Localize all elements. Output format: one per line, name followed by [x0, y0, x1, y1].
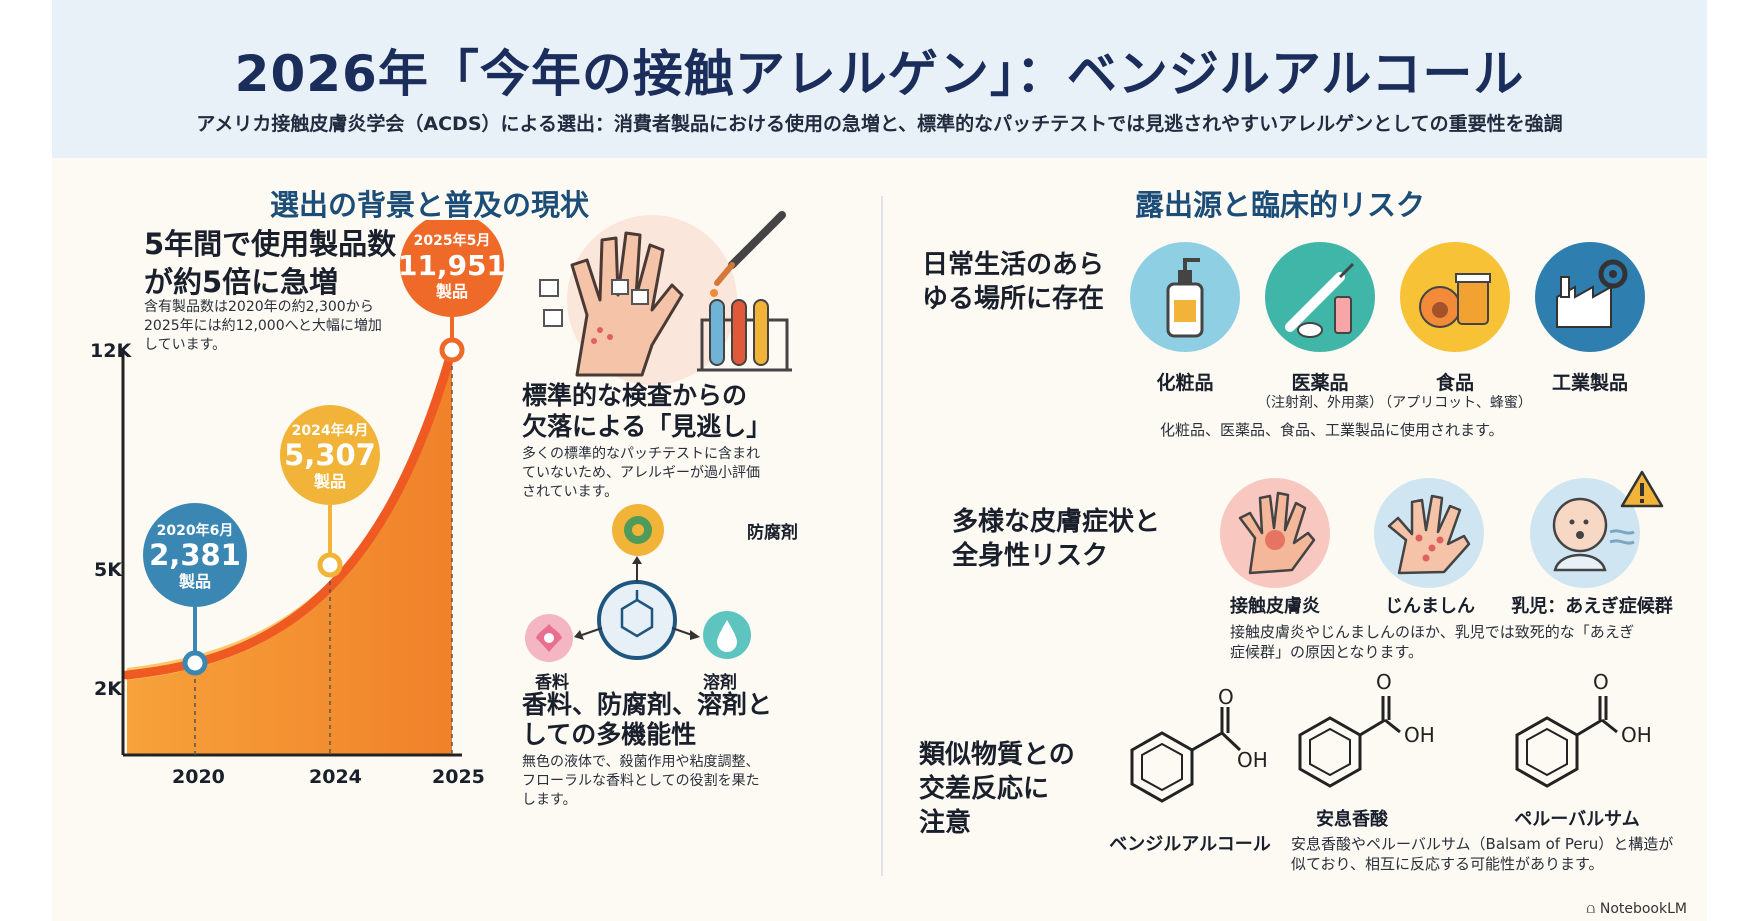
source-sub-medicine: （注射剤、外用薬） [1257, 395, 1383, 411]
substance-label-benzoic: 安息香酸 [1316, 809, 1388, 830]
peru-balsam-structure [1515, 696, 1618, 788]
cross-description: 安息香酸やペルーバルサム（Balsam of Peru）と構造が 似ており、相互… [1291, 835, 1674, 873]
chart-bubble-value: 5,307 [284, 438, 376, 472]
symptoms-description: 接触皮膚炎やじんましんのほか、乳児では致死的な「あえぎ 症候群」の原因となります… [1230, 623, 1635, 661]
benzyl-o-label: O [1218, 685, 1234, 709]
industrial-icon [1535, 242, 1645, 352]
right-section-title: 露出源と臨床的リスク [1135, 188, 1426, 222]
y-tick-5k: 5K [94, 559, 122, 581]
symptom-label-hives: じんましん [1385, 596, 1475, 617]
chart-value-bubble [280, 405, 380, 505]
chart-point-marker [317, 552, 343, 578]
chart-bubble-date: 2020年6月 [157, 522, 234, 539]
substance-label-peru: ペルーバルサム [1514, 809, 1640, 830]
infographic-canvas: 2026年「今年の接触アレルゲン」：ベンジルアルコール アメリカ接触皮膚炎学会（… [52, 0, 1707, 921]
logo-text: NotebookLM [1599, 901, 1687, 917]
chart-bubble-unit: 製品 [435, 282, 468, 301]
source-label-food: 食品 [1435, 372, 1474, 394]
growth-heading: 5年間で使用製品数 が約5倍に急増 [144, 227, 397, 299]
benzoic-acid-structure [1298, 696, 1401, 788]
source-label-medicine: 医薬品 [1291, 372, 1349, 394]
logo-icon: ⩍ [1586, 901, 1600, 917]
missed-description: 多くの標準的なパッチテストに含まれ ていないため、アレルギーが過小評価 されてい… [522, 446, 760, 500]
chart-value-bubble [143, 503, 247, 607]
peru-oh-label: OH [1621, 723, 1652, 747]
page-subtitle: アメリカ接触皮膚炎学会（ACDS）による選出：消費者製品における使用の急増と、標… [196, 113, 1563, 135]
hives-icon [1374, 478, 1484, 588]
chart-bubble-unit: 製品 [178, 572, 211, 591]
x-tick-2025: 2025 [432, 766, 485, 788]
growth-chart: 2020年6月2,381製品2024年4月5,307製品2025年5月11,95… [121, 220, 506, 757]
patch-test-illustration [539, 211, 792, 385]
missed-heading: 標準的な検査からの 欠落による「見逃し」 [522, 381, 772, 441]
chart-bubble-value: 11,951 [398, 249, 506, 282]
page-title: 2026年「今年の接触アレルゲン」：ベンジルアルコール [234, 45, 1525, 103]
benzyl-oh-label: OH [1237, 748, 1268, 772]
cosmetics-icon [1130, 242, 1240, 352]
growth-area [127, 360, 452, 755]
chart-bubble-date: 2025年5月 [414, 232, 491, 249]
header-banner: 2026年「今年の接触アレルゲン」：ベンジルアルコール アメリカ接触皮膚炎学会（… [52, 0, 1707, 158]
food-icon [1400, 242, 1510, 352]
contact-dermatitis-icon [1220, 478, 1330, 588]
function-fragrance-label: 香料 [535, 673, 569, 693]
source-sub-food: （アプリコット、蜂蜜） [1378, 395, 1532, 411]
function-description: 無色の液体で、殺菌作用や粘度調整、 フローラルな香料としての役割を果た します。 [522, 754, 760, 808]
chart-point-marker [182, 650, 208, 676]
y-tick-2k: 2K [94, 678, 122, 700]
source-label-cosmetics: 化粧品 [1156, 372, 1214, 394]
symptoms-heading: 多様な皮膚症状と 全身性リスク [952, 507, 1161, 571]
daily-heading: 日常生活のあら ゆる場所に存在 [922, 250, 1105, 314]
y-tick-12k: 12K [90, 340, 132, 362]
chart-point-marker [439, 337, 465, 363]
infant-icon [1530, 470, 1664, 588]
cross-heading: 類似物質との 交差反応に 注意 [919, 740, 1075, 838]
growth-description: 含有製品数は2020年の約2,300から 2025年には約12,000へと大幅に… [144, 299, 382, 353]
column-divider [881, 196, 883, 876]
chart-bubble-date: 2024年4月 [292, 422, 369, 439]
function-diagram [525, 504, 751, 662]
left-section-title: 選出の背景と普及の現状 [270, 188, 590, 222]
source-label-industrial: 工業製品 [1551, 372, 1628, 394]
benzoic-o-label: O [1376, 670, 1392, 694]
x-tick-2024: 2024 [309, 766, 362, 788]
notebooklm-logo: ⩍ NotebookLM [1586, 901, 1687, 917]
chart-bubble-value: 2,381 [149, 538, 241, 572]
substance-label-benzyl: ベンジルアルコール [1109, 834, 1271, 855]
medicine-icon [1265, 242, 1375, 352]
x-tick-2020: 2020 [172, 766, 225, 788]
symptom-label-contact: 接触皮膚炎 [1230, 596, 1320, 617]
chart-value-bubble [400, 220, 504, 317]
symptom-label-infant: 乳児：あえぎ症候群 [1511, 596, 1673, 617]
sources-description: 化粧品、医薬品、食品、工業製品に使用されます。 [1160, 421, 1504, 439]
benzyl-alcohol-structure [1130, 707, 1242, 803]
function-preservative-label: 防腐剤 [747, 523, 798, 543]
benzoic-oh-label: OH [1404, 723, 1435, 747]
chart-bubble-unit: 製品 [313, 472, 346, 491]
function-heading: 香料、防腐剤、溶剤と しての多機能性 [522, 690, 773, 749]
function-solvent-label: 溶剤 [703, 673, 737, 693]
peru-o-label: O [1593, 670, 1609, 694]
